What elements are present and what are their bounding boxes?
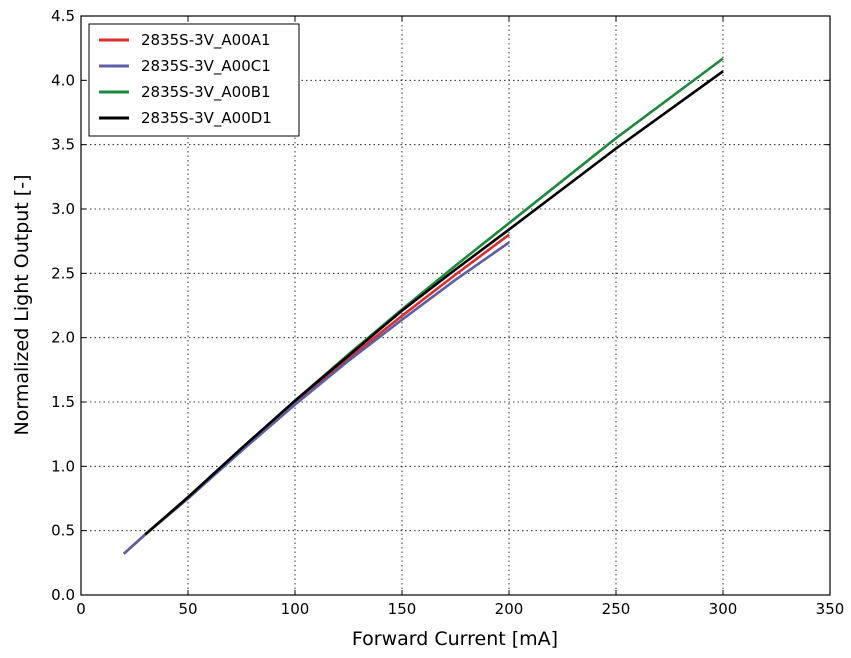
series-line-4 (144, 70, 724, 536)
x-tick-label: 50 (178, 600, 197, 618)
y-tick-label: 1.5 (51, 393, 75, 411)
legend-entry: 2835S-3V_A00D1 (141, 109, 272, 128)
series-lines (122, 57, 724, 555)
y-tick-label: 4.5 (51, 7, 75, 25)
y-axis-label: Normalized Light Output [-] (11, 175, 33, 436)
legend-entry: 2835S-3V_A00B1 (141, 83, 271, 102)
y-tick-label: 0.5 (51, 522, 75, 540)
x-tick-label: 100 (281, 600, 310, 618)
x-tick-label: 150 (388, 600, 417, 618)
x-tick-label: 350 (816, 600, 845, 618)
x-tick-label: 200 (495, 600, 524, 618)
y-tick-label: 1.0 (51, 457, 75, 475)
ticks: 0 50 100 150 200 250 300 350 0.0 0.5 1.0 1.5 2.0 2.5 3… (51, 7, 844, 618)
legend-entry: 2835S-3V_A00A1 (141, 31, 271, 50)
legend-entry: 2835S-3V_A00C1 (141, 57, 271, 76)
x-tick-label: 300 (709, 600, 738, 618)
y-tick-label: 4.0 (51, 71, 75, 89)
y-tick-label: 2.0 (51, 329, 75, 347)
x-axis-label: Forward Current [mA] (352, 628, 558, 650)
x-tick-label: 0 (76, 600, 86, 618)
legend: 2835S-3V_A00A1 2835S-3V_A00C1 2835S-3V_A00… (88, 23, 300, 137)
y-tick-label: 3.5 (51, 136, 75, 154)
x-tick-label: 250 (602, 600, 631, 618)
y-tick-label: 0.0 (51, 586, 75, 604)
y-tick-label: 2.5 (51, 264, 75, 282)
plot-frame (80, 15, 831, 596)
y-tick-label: 3.0 (51, 200, 75, 218)
